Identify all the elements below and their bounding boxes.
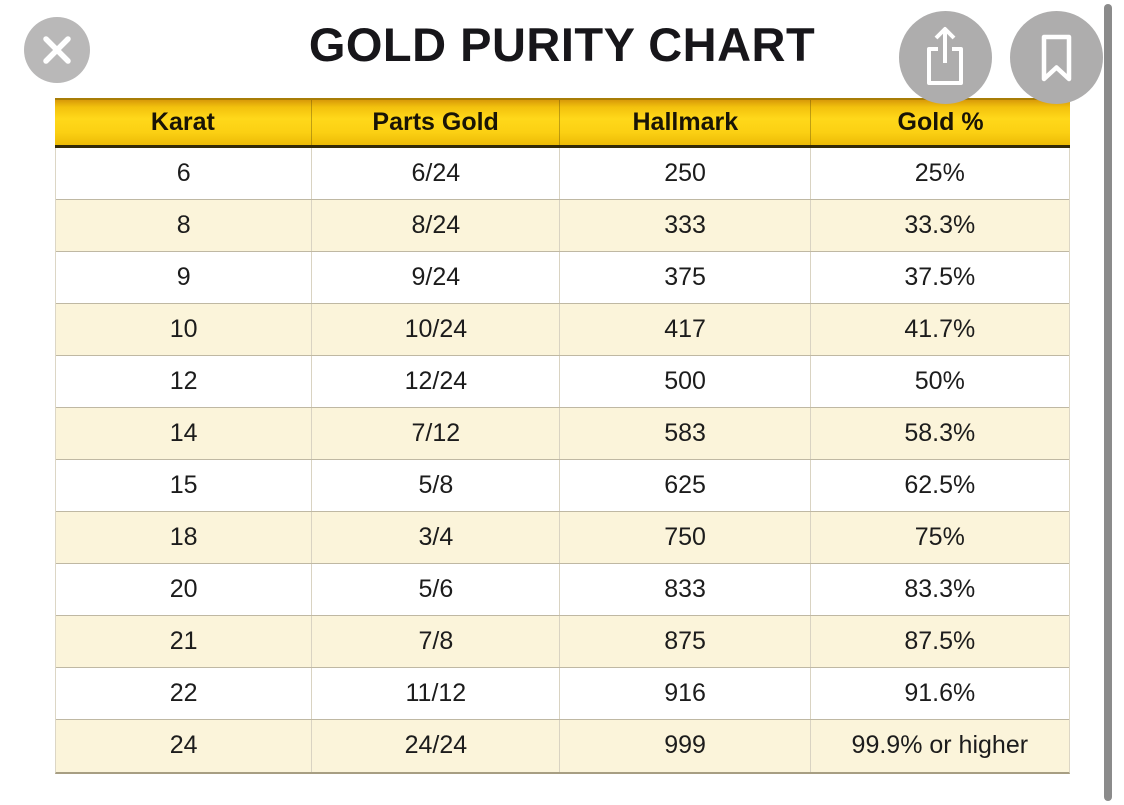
table-body: 6 6/24 250 25% 8 8/24 333 33.3% 9 9/24 375 37.5% 10 1… <box>55 148 1070 774</box>
table-cell: 7/12 <box>312 408 561 459</box>
table-cell: 500 <box>560 356 811 407</box>
table-cell: 875 <box>560 616 811 667</box>
table-cell: 14 <box>56 408 313 459</box>
table-cell: 3/4 <box>312 512 561 563</box>
table-cell: 99.9% or higher <box>851 731 1029 759</box>
table-cell: 9/24 <box>312 252 561 303</box>
table-header-parts-gold: Parts Gold <box>312 100 561 145</box>
table-cell: 625 <box>560 460 811 511</box>
table-header-gold-pct: Gold % <box>897 108 984 136</box>
table-cell: 22 <box>56 668 313 719</box>
table-cell: 833 <box>560 564 811 615</box>
table-cell: 11/12 <box>312 668 561 719</box>
table-row: 8 8/24 333 33.3% <box>56 200 1069 252</box>
table-cell: 12/24 <box>312 356 561 407</box>
table-cell: 24 <box>56 720 313 772</box>
table-cell: 83.3% <box>904 575 976 603</box>
table-header-row: Karat Parts Gold Hallmark Gold % <box>55 98 1070 148</box>
table-cell: 58.3% <box>904 419 976 447</box>
scrollbar[interactable] <box>1104 4 1112 801</box>
close-button[interactable] <box>24 17 90 83</box>
gold-purity-table: Karat Parts Gold Hallmark Gold % 6 6/24 25… <box>55 98 1070 774</box>
table-cell: 41.7% <box>904 315 976 343</box>
table-row: 6 6/24 250 25% <box>56 148 1069 200</box>
table-cell: 62.5% <box>904 471 976 499</box>
table-cell: 333 <box>560 200 811 251</box>
table-cell: 9 <box>56 252 313 303</box>
table-row: 15 5/8 625 62.5% <box>56 460 1069 512</box>
table-cell: 21 <box>56 616 313 667</box>
table-cell: 6 <box>56 148 313 199</box>
table-row: 21 7/8 875 87.5% <box>56 616 1069 668</box>
share-icon <box>927 27 963 85</box>
table-cell: 750 <box>560 512 811 563</box>
close-icon <box>43 36 71 64</box>
table-cell: 75% <box>914 523 965 551</box>
table-cell: 583 <box>560 408 811 459</box>
bookmark-icon <box>1041 34 1072 82</box>
table-row: 22 11/12 916 91.6% <box>56 668 1069 720</box>
table-cell: 91.6% <box>904 679 976 707</box>
table-header-karat: Karat <box>55 100 312 145</box>
table-cell: 7/8 <box>312 616 561 667</box>
table-row: 12 12/24 500 50% <box>56 356 1069 408</box>
share-button[interactable] <box>899 11 992 104</box>
table-row: 20 5/6 833 83.3% <box>56 564 1069 616</box>
table-cell: 999 <box>560 720 811 772</box>
table-cell: 5/8 <box>312 460 561 511</box>
table-cell: 6/24 <box>312 148 561 199</box>
table-cell: 916 <box>560 668 811 719</box>
table-cell: 25% <box>914 159 965 187</box>
table-row: 14 7/12 583 58.3% <box>56 408 1069 460</box>
table-row: 18 3/4 750 75% <box>56 512 1069 564</box>
table-cell: 50% <box>914 367 965 395</box>
page-title: GOLD PURITY CHART <box>308 18 816 71</box>
table-cell: 375 <box>560 252 811 303</box>
table-cell: 15 <box>56 460 313 511</box>
table-cell: 87.5% <box>904 627 976 655</box>
table-header-hallmark: Hallmark <box>560 100 812 145</box>
table-row: 9 9/24 375 37.5% <box>56 252 1069 304</box>
table-cell: 20 <box>56 564 313 615</box>
table-cell: 10/24 <box>312 304 561 355</box>
table-cell: 250 <box>560 148 811 199</box>
table-cell: 417 <box>560 304 811 355</box>
bookmark-button[interactable] <box>1010 11 1103 104</box>
table-cell: 24/24 <box>312 720 561 772</box>
table-cell: 33.3% <box>904 211 976 239</box>
table-row: 24 24/24 999 99.9% or higher <box>56 720 1069 772</box>
table-cell: 37.5% <box>904 263 976 291</box>
table-cell: 8 <box>56 200 313 251</box>
table-cell: 18 <box>56 512 313 563</box>
table-cell: 5/6 <box>312 564 561 615</box>
table-cell: 8/24 <box>312 200 561 251</box>
table-row: 10 10/24 417 41.7% <box>56 304 1069 356</box>
table-cell: 10 <box>56 304 313 355</box>
table-cell: 12 <box>56 356 313 407</box>
